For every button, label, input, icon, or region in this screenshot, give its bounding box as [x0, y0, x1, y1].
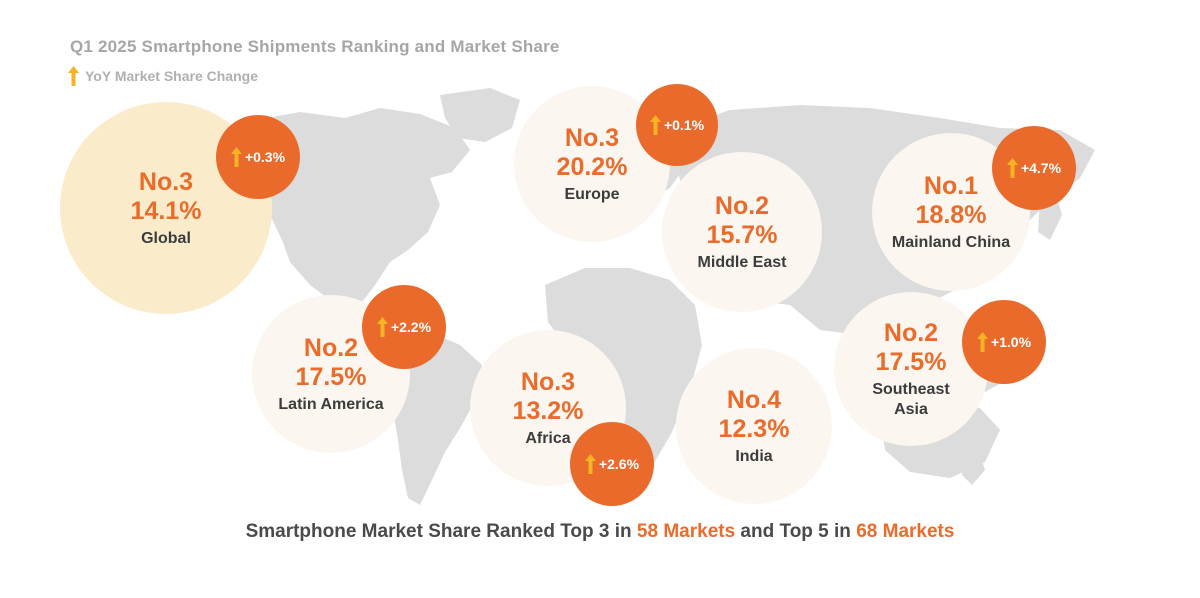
rank-value: No.3	[520, 367, 576, 396]
share-value: 12.3%	[718, 414, 790, 443]
up-arrow-icon	[68, 66, 79, 86]
region-africa: No.3 13.2% Africa	[470, 330, 626, 486]
rank-value: No.2	[303, 333, 359, 362]
footer-highlight-top5: 68 Markets	[856, 521, 955, 542]
footer-highlight-top3: 58 Markets	[636, 521, 736, 542]
region-name: Africa	[525, 429, 571, 447]
region-name: Latin America	[278, 395, 384, 413]
change-value: +2.2%	[390, 319, 432, 335]
region-india: No.4 12.3% India	[676, 348, 832, 504]
change-badge-latin-america: +2.2%	[362, 285, 446, 369]
region-southeast-asia: No.2 17.5% Southeast Asia	[834, 292, 988, 446]
region-name: India	[735, 447, 773, 465]
change-badge-africa: +2.6%	[570, 422, 654, 506]
share-value: 20.2%	[556, 152, 628, 181]
footer-text-part2: and Top 5 in	[735, 521, 857, 542]
region-latin-america: No.2 17.5% Latin America	[252, 295, 410, 453]
new-zealand-landmass	[962, 448, 985, 485]
north-america-landmass	[255, 108, 470, 318]
share-value: 13.2%	[512, 396, 584, 425]
change-value: +4.7%	[1020, 160, 1062, 176]
change-value: +2.6%	[598, 456, 640, 472]
legend: YoY Market Share Change	[68, 66, 258, 86]
share-value: 18.8%	[915, 200, 987, 229]
up-arrow-icon	[584, 454, 596, 474]
region-name: Europe	[564, 185, 620, 203]
africa-landmass	[545, 268, 702, 478]
region-name: Global	[141, 229, 191, 247]
share-value: 15.7%	[706, 220, 778, 249]
up-arrow-icon	[230, 147, 242, 167]
up-arrow-icon	[1006, 158, 1018, 178]
change-value: +0.1%	[663, 117, 705, 133]
rank-value: No.3	[564, 123, 620, 152]
rank-value: No.2	[883, 318, 939, 347]
share-value: 17.5%	[875, 347, 947, 376]
rank-value: No.1	[923, 171, 979, 200]
rank-value: No.4	[726, 385, 782, 414]
share-value: 14.1%	[130, 196, 202, 225]
change-badge-southeast-asia: +1.0%	[962, 300, 1046, 384]
region-name: Southeast Asia	[872, 380, 950, 418]
change-value: +0.3%	[244, 149, 286, 165]
footer-text-part1: Smartphone Market Share Ranked Top 3 in	[245, 521, 637, 542]
region-middle-east: No.2 15.7% Middle East	[662, 152, 822, 312]
change-value: +1.0%	[990, 334, 1032, 350]
footer-summary: Smartphone Market Share Ranked Top 3 in …	[0, 521, 1200, 543]
rank-value: No.2	[714, 191, 770, 220]
up-arrow-icon	[976, 332, 988, 352]
chart-title: Q1 2025 Smartphone Shipments Ranking and…	[70, 37, 560, 56]
legend-label: YoY Market Share Change	[85, 68, 258, 84]
region-name: Middle East	[697, 253, 787, 271]
greenland-landmass	[440, 88, 520, 142]
rank-value: No.3	[138, 167, 194, 196]
south-america-landmass	[388, 330, 482, 505]
up-arrow-icon	[649, 115, 661, 135]
change-badge-global: +0.3%	[216, 115, 300, 199]
share-value: 17.5%	[295, 362, 367, 391]
region-name: Mainland China	[891, 233, 1011, 251]
change-badge-europe: +0.1%	[636, 84, 718, 166]
change-badge-mainland-china: +4.7%	[992, 126, 1076, 210]
up-arrow-icon	[376, 317, 388, 337]
